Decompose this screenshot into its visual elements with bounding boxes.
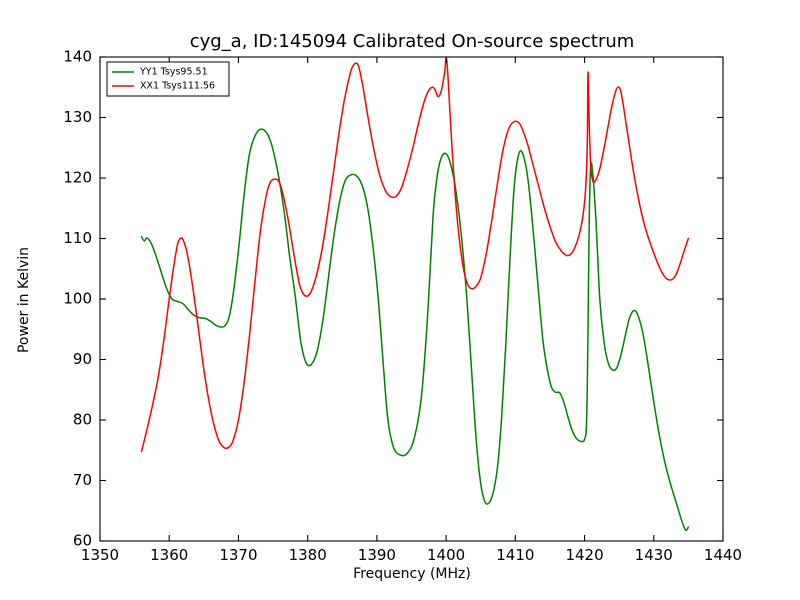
x-tick-label: 1390	[358, 546, 396, 564]
x-tick-label: 1380	[289, 546, 327, 564]
y-tick-label: 80	[73, 411, 92, 429]
y-tick-label: 70	[73, 471, 92, 489]
series-line-1	[140, 57, 690, 453]
x-tick-label: 1360	[150, 546, 188, 564]
legend-label-1: XX1 Tsys111.56	[140, 81, 215, 92]
y-tick-label: 90	[73, 350, 92, 368]
y-tick-label: 100	[63, 290, 92, 308]
series-line-0	[140, 128, 690, 532]
series-layer	[140, 57, 690, 532]
x-tick-label: 1430	[635, 546, 673, 564]
legend-label-0: YY1 Tsys95.51	[139, 67, 208, 78]
y-tick-label: 60	[73, 532, 92, 550]
y-tick-label: 120	[63, 169, 92, 187]
x-tick-label: 1440	[704, 546, 742, 564]
x-tick-label: 1400	[427, 546, 465, 564]
y-tick-label: 130	[63, 108, 92, 126]
page-title: cyg_a, ID:145094 Calibrated On-source sp…	[190, 31, 635, 52]
legend[interactable]: YY1 Tsys95.51 XX1 Tsys111.56	[106, 61, 230, 97]
y-tick-label: 110	[63, 229, 92, 247]
y-tick-label: 140	[63, 48, 92, 66]
axis-ticks-layer: 1350 1360 1370 1380 1390 1400 1410 1420 1430 1440…	[63, 48, 742, 565]
legend-box	[106, 61, 230, 97]
x-tick-label: 1420	[565, 546, 603, 564]
x-tick-label: 1370	[219, 546, 257, 564]
y-axis-label: Power in Kelvin	[16, 247, 32, 353]
x-tick-label: 1410	[496, 546, 534, 564]
x-tick-label: 1350	[81, 546, 119, 564]
x-axis-label: Frequency (MHz)	[353, 566, 471, 582]
